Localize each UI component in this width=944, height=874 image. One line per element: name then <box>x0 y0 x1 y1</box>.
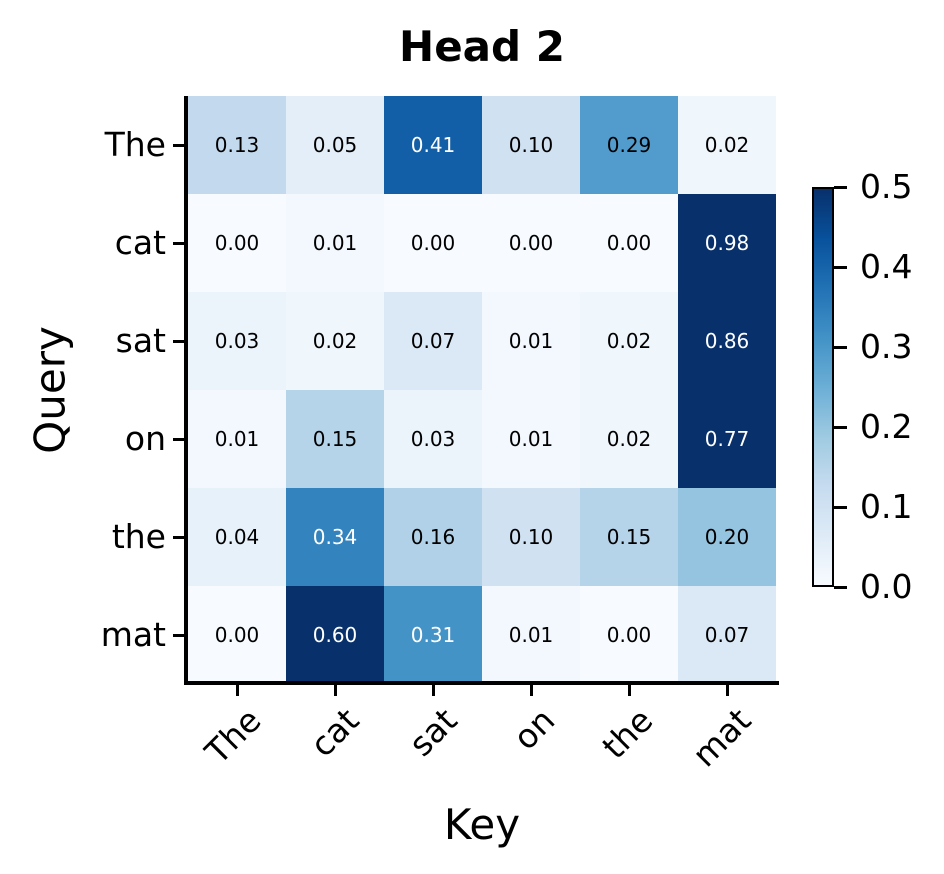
y-tick-label: the <box>111 517 166 556</box>
heatmap-cell: 0.98 <box>678 194 776 292</box>
heatmap-cell: 0.41 <box>384 96 482 194</box>
heatmap-cell: 0.00 <box>188 194 286 292</box>
chart-title: Head 2 <box>399 22 565 71</box>
y-tick-mark <box>173 241 185 245</box>
x-tick-label: on <box>505 700 563 758</box>
x-tick-mark <box>235 684 239 696</box>
colorbar <box>812 187 834 587</box>
x-tick-label: mat <box>684 700 759 775</box>
heatmap-cell: 0.29 <box>580 96 678 194</box>
y-tick-label: The <box>104 125 166 164</box>
heatmap-cell: 0.13 <box>188 96 286 194</box>
y-tick-mark <box>173 437 185 441</box>
heatmap-cell: 0.00 <box>580 586 678 684</box>
colorbar-tick-label: 0.0 <box>860 567 913 606</box>
y-tick-label: on <box>124 419 166 458</box>
heatmap-cell: 0.02 <box>678 96 776 194</box>
x-tick-label: the <box>594 700 661 767</box>
heatmap-cell: 0.05 <box>286 96 384 194</box>
y-axis-spine <box>184 96 188 684</box>
colorbar-tick-mark <box>834 345 847 349</box>
y-tick-label: cat <box>114 223 166 262</box>
x-tick-mark <box>431 684 435 696</box>
heatmap-cell: 0.10 <box>482 96 580 194</box>
y-tick-label: sat <box>115 321 166 360</box>
heatmap-cell: 0.86 <box>678 292 776 390</box>
heatmap-cell: 0.01 <box>188 390 286 488</box>
heatmap-cell: 0.01 <box>482 390 580 488</box>
heatmap-cell: 0.02 <box>286 292 384 390</box>
colorbar-tick-mark <box>834 425 847 429</box>
heatmap-cell: 0.07 <box>384 292 482 390</box>
y-tick-mark <box>173 633 185 637</box>
heatmap-grid: 0.13 0.05 0.41 0.10 0.29 0.02 0.00 0.01 0.00 0.00… <box>188 96 776 684</box>
heatmap-cell: 0.77 <box>678 390 776 488</box>
heatmap-cell: 0.16 <box>384 488 482 586</box>
x-tick-label: cat <box>302 700 367 765</box>
heatmap-cell: 0.03 <box>384 390 482 488</box>
heatmap-cell: 0.02 <box>580 390 678 488</box>
heatmap-cell: 0.00 <box>580 194 678 292</box>
colorbar-tick-label: 0.3 <box>860 327 913 366</box>
heatmap-cell: 0.03 <box>188 292 286 390</box>
x-tick-mark <box>333 684 337 696</box>
x-tick-mark <box>627 684 631 696</box>
y-tick-label: mat <box>100 615 166 654</box>
heatmap-cell: 0.02 <box>580 292 678 390</box>
heatmap-cell: 0.60 <box>286 586 384 684</box>
heatmap-cell: 0.31 <box>384 586 482 684</box>
colorbar-tick-label: 0.2 <box>860 407 913 446</box>
heatmap-cell: 0.07 <box>678 586 776 684</box>
heatmap-cell: 0.00 <box>384 194 482 292</box>
colorbar-tick-label: 0.4 <box>860 247 913 286</box>
y-tick-mark <box>173 143 185 147</box>
colorbar-tick-label: 0.1 <box>860 487 913 526</box>
heatmap-cell: 0.01 <box>482 586 580 684</box>
heatmap-cell: 0.20 <box>678 488 776 586</box>
heatmap-cell: 0.04 <box>188 488 286 586</box>
colorbar-tick-mark <box>834 185 847 189</box>
heatmap-cell: 0.15 <box>286 390 384 488</box>
heatmap-cell: 0.01 <box>482 292 580 390</box>
heatmap-cell: 0.15 <box>580 488 678 586</box>
heatmap-cell: 0.01 <box>286 194 384 292</box>
x-tick-label: sat <box>400 700 465 764</box>
x-axis-spine <box>184 681 779 685</box>
y-tick-mark <box>173 339 185 343</box>
heatmap-cell: 0.00 <box>188 586 286 684</box>
colorbar-tick-mark <box>834 505 847 509</box>
colorbar-tick-mark <box>834 265 847 269</box>
x-tick-mark <box>529 684 533 696</box>
x-tick-mark <box>725 684 729 696</box>
colorbar-tick-label: 0.5 <box>860 167 913 206</box>
x-axis-label: Key <box>443 800 521 849</box>
x-tick-label: The <box>197 700 269 772</box>
heatmap-cell: 0.00 <box>482 194 580 292</box>
heatmap-cell: 0.10 <box>482 488 580 586</box>
heatmap-cell: 0.34 <box>286 488 384 586</box>
colorbar-tick-mark <box>834 585 847 589</box>
y-tick-mark <box>173 535 185 539</box>
